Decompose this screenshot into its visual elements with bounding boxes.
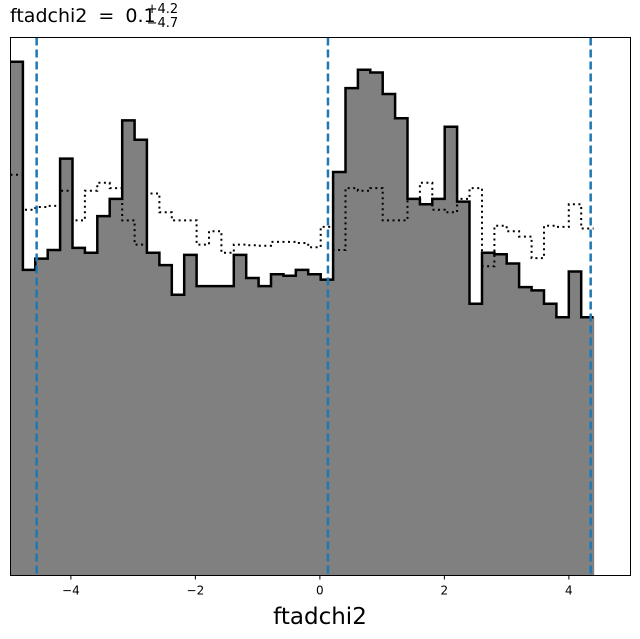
dotted-histogram — [10, 173, 594, 268]
title-value: 0.1 — [125, 5, 155, 27]
histogram-bar — [258, 286, 272, 576]
x-tick-label: 0 — [316, 584, 324, 598]
histogram-bar — [72, 247, 86, 576]
histogram-bar — [184, 254, 198, 576]
histogram-bar — [295, 269, 309, 576]
x-tick-label: −4 — [62, 584, 80, 598]
histogram-bar — [357, 69, 371, 576]
histogram-bar — [581, 317, 595, 576]
histogram-bar — [146, 252, 160, 576]
histogram-bar — [543, 303, 557, 576]
x-tick-label: 2 — [441, 584, 449, 598]
title-upper-error: +4.2 — [147, 2, 179, 17]
histogram-bar — [10, 61, 24, 576]
histogram-bar — [97, 216, 111, 576]
histogram-bar — [345, 88, 359, 576]
histogram-bar — [519, 287, 533, 576]
histogram-bar — [432, 198, 446, 576]
plot-area — [10, 37, 595, 576]
histogram-bar — [407, 198, 421, 576]
histogram-bar — [419, 204, 433, 576]
histogram-bar — [22, 269, 36, 576]
histogram-bar — [481, 252, 495, 576]
axes-frame — [10, 37, 631, 576]
x-axis-label: ftadchi2 — [273, 604, 367, 630]
histogram-bar — [60, 158, 74, 576]
histogram-bar — [556, 317, 570, 576]
histogram-bar — [122, 120, 136, 576]
histogram-bar — [233, 254, 247, 576]
histogram-bar — [271, 274, 285, 576]
histogram-bar — [134, 139, 148, 576]
histogram-bar — [159, 265, 173, 576]
filled-histogram-outline — [10, 60, 594, 319]
histogram-bar — [196, 286, 210, 576]
histogram-bar — [84, 252, 98, 576]
filled-histogram — [10, 60, 595, 576]
histogram-bar — [283, 275, 297, 576]
x-tick-label: 4 — [565, 584, 573, 598]
histogram-bar — [531, 290, 545, 576]
svg-text:ftadchi2 = 0.1: ftadchi2 = 0.1 — [10, 5, 156, 27]
title: ftadchi2 = 0.1 +4.2 −4.7 — [10, 2, 178, 31]
histogram-bar — [35, 258, 49, 576]
histogram-bar — [209, 286, 222, 576]
histogram-bar — [469, 303, 483, 576]
histogram-bar — [457, 201, 471, 576]
histogram-bar — [506, 263, 520, 576]
title-lower-error: −4.7 — [147, 16, 179, 31]
histogram-bar — [382, 93, 396, 576]
histogram-bar — [109, 198, 123, 576]
histogram-bar — [308, 274, 322, 576]
title-param: ftadchi2 — [10, 5, 87, 27]
histogram-bar — [221, 286, 235, 576]
histogram-bar — [333, 172, 347, 576]
dotted-histogram-line — [10, 173, 594, 268]
x-axis: −4 −2 0 2 4 — [62, 575, 573, 598]
title-equals: = — [98, 5, 114, 27]
x-tick-label: −2 — [187, 584, 205, 598]
histogram-bar — [171, 294, 185, 576]
histogram-bar — [395, 118, 409, 576]
histogram-bar — [444, 126, 458, 576]
histogram-bar — [47, 250, 61, 576]
histogram-bar — [370, 72, 384, 576]
histogram-bar — [494, 254, 508, 576]
histogram-bar — [568, 271, 582, 576]
histogram-bar — [246, 277, 260, 576]
